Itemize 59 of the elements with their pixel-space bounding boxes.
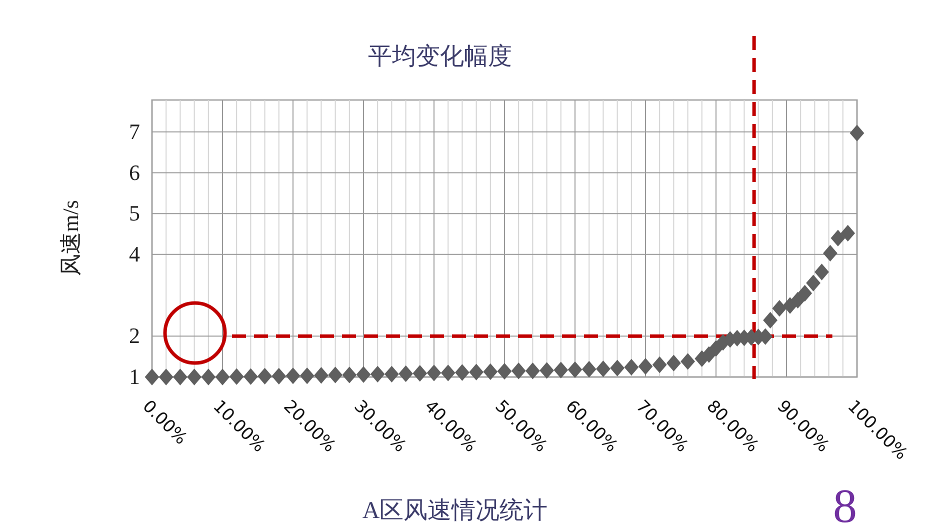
point <box>300 367 314 384</box>
point <box>772 300 787 317</box>
point <box>398 365 414 382</box>
point <box>798 284 812 302</box>
point <box>840 224 856 242</box>
point <box>624 358 639 376</box>
point <box>497 362 512 380</box>
chart-title: 平均变化幅度 <box>368 43 512 70</box>
point <box>286 367 300 384</box>
point <box>806 274 820 292</box>
y-axis-title: 风速m/s <box>58 200 83 276</box>
point <box>638 358 653 375</box>
point <box>272 368 286 385</box>
point <box>582 360 596 378</box>
point <box>568 361 582 378</box>
y-tick-label: 1 <box>129 364 140 390</box>
point <box>823 244 838 262</box>
x-axis-title: A区风速情况统计 <box>362 497 548 524</box>
point <box>314 367 328 384</box>
point <box>370 366 385 382</box>
point <box>483 363 498 380</box>
point <box>172 368 188 386</box>
point <box>243 368 258 385</box>
point <box>144 368 160 386</box>
y-tick-label: 7 <box>129 118 140 144</box>
point <box>158 368 174 386</box>
point <box>652 356 667 374</box>
point <box>680 353 696 370</box>
point <box>666 354 681 372</box>
point <box>540 362 554 379</box>
point <box>356 366 371 383</box>
point <box>440 364 456 382</box>
point <box>229 368 244 385</box>
text: 8 <box>833 480 857 526</box>
point <box>596 360 610 378</box>
point <box>258 368 272 385</box>
point <box>790 292 805 309</box>
point <box>412 365 428 382</box>
point <box>454 364 470 381</box>
y-tick-label: 2 <box>129 323 140 348</box>
point <box>384 366 399 382</box>
point <box>215 368 230 386</box>
point <box>814 264 829 280</box>
point <box>187 368 202 386</box>
point <box>850 124 864 142</box>
point <box>525 362 540 380</box>
point <box>342 366 357 384</box>
point <box>469 364 484 380</box>
point <box>511 362 526 380</box>
point <box>830 230 846 246</box>
point <box>328 366 343 384</box>
point <box>610 360 625 376</box>
point <box>426 364 442 382</box>
point <box>763 312 778 329</box>
y-tick-label: 5 <box>129 200 140 226</box>
point <box>201 368 216 386</box>
y-tick-label: 4 <box>129 241 140 266</box>
point <box>554 362 568 378</box>
y-tick-label: 6 <box>129 160 140 185</box>
